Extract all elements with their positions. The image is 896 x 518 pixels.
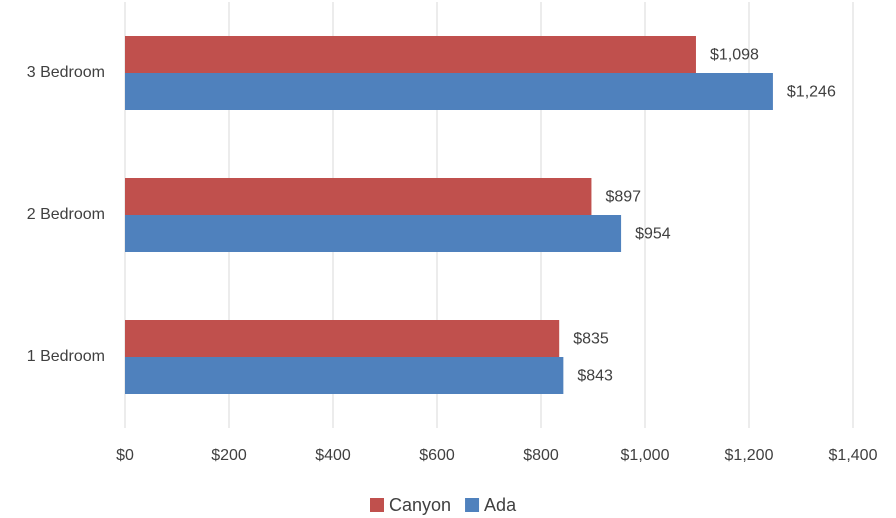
x-tick-label: $200 xyxy=(211,447,247,464)
legend-label: Ada xyxy=(484,495,517,515)
y-tick-label: 1 Bedroom xyxy=(27,348,105,365)
data-label: $1,246 xyxy=(787,84,836,101)
bar xyxy=(125,36,696,73)
x-tick-label: $1,000 xyxy=(621,447,670,464)
bar xyxy=(125,215,622,252)
legend-label: Canyon xyxy=(389,495,451,515)
bar xyxy=(125,357,564,394)
x-tick-label: $600 xyxy=(419,447,455,464)
x-tick-label: $1,400 xyxy=(829,447,878,464)
bar xyxy=(125,320,560,357)
x-tick-label: $1,200 xyxy=(725,447,774,464)
x-tick-label: $0 xyxy=(116,447,134,464)
legend-swatch xyxy=(465,498,480,512)
y-tick-label: 2 Bedroom xyxy=(27,206,105,223)
bar xyxy=(125,73,773,110)
y-tick-label: 3 Bedroom xyxy=(27,64,105,81)
data-label: $843 xyxy=(577,368,613,385)
data-label: $897 xyxy=(605,189,641,206)
data-label: $1,098 xyxy=(710,47,759,64)
legend-swatch xyxy=(370,498,384,512)
x-tick-label: $400 xyxy=(315,447,351,464)
x-tick-label: $800 xyxy=(523,447,559,464)
data-label: $835 xyxy=(573,331,609,348)
data-label: $954 xyxy=(635,226,671,243)
bar xyxy=(125,178,592,215)
